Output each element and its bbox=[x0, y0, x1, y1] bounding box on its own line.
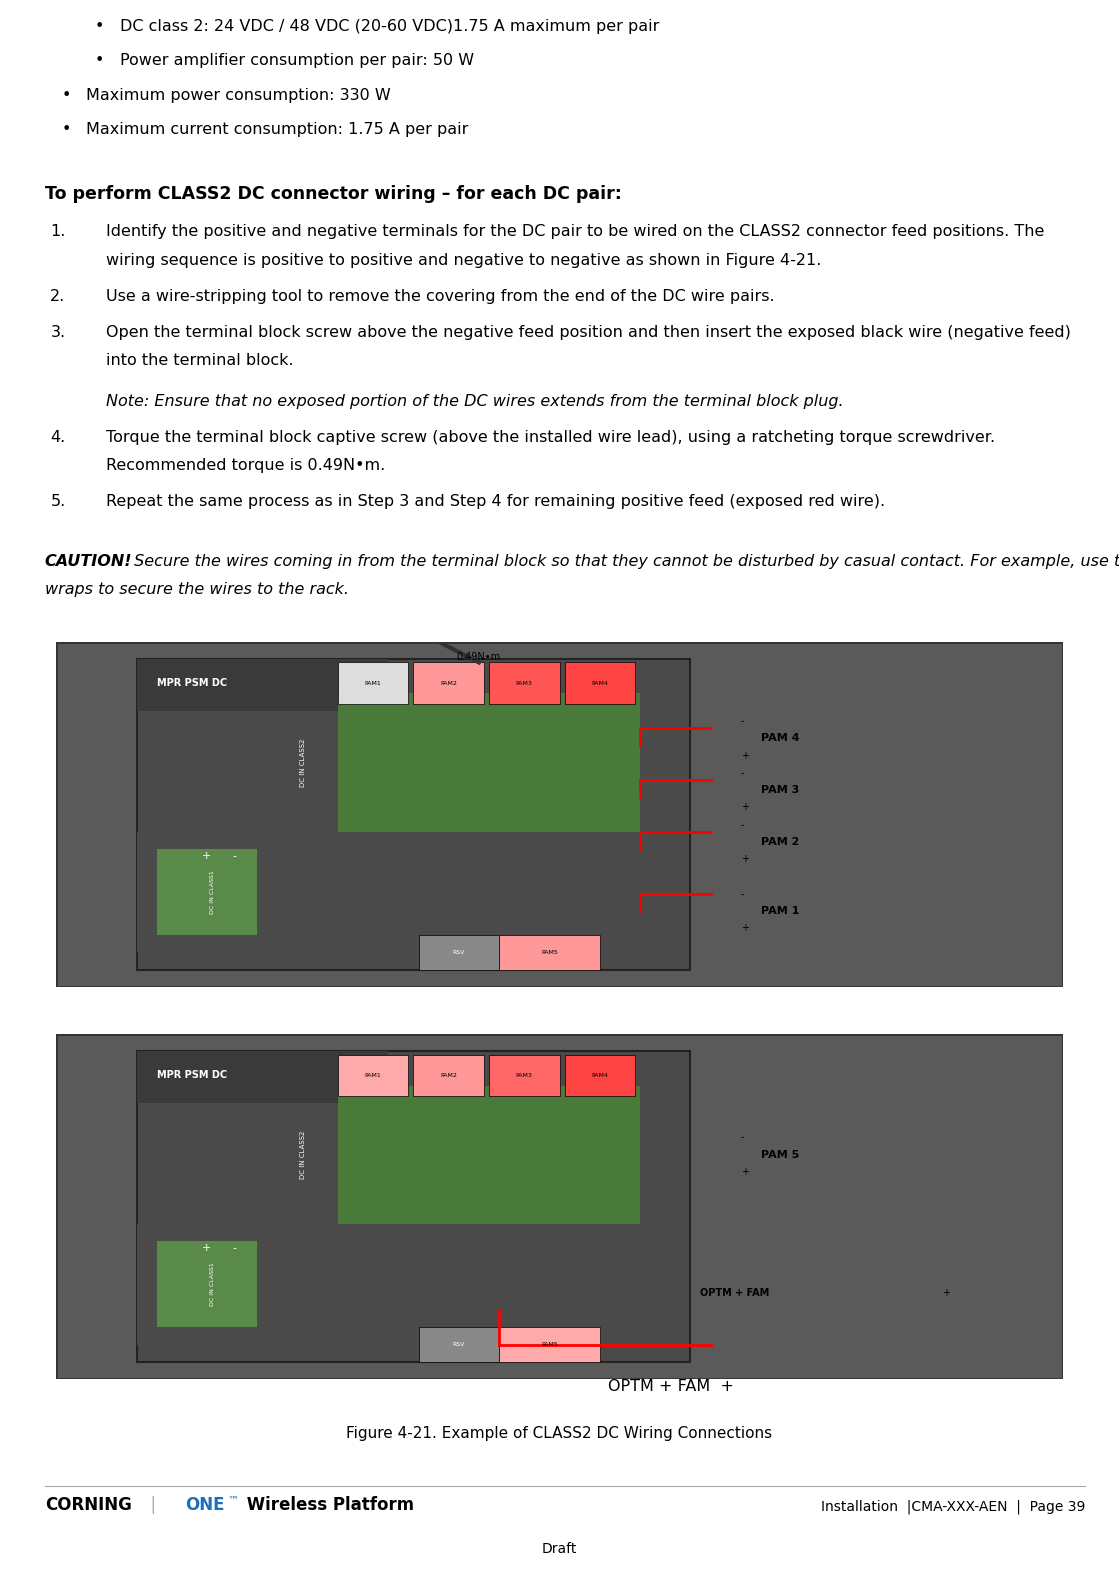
Bar bbox=[338, 693, 640, 832]
Text: DC IN CLASS1: DC IN CLASS1 bbox=[209, 1263, 215, 1305]
Text: CORNING: CORNING bbox=[45, 1497, 132, 1514]
Bar bbox=[565, 1054, 636, 1097]
Text: +: + bbox=[741, 750, 749, 761]
Text: PAM5: PAM5 bbox=[542, 949, 557, 956]
Bar bbox=[137, 1224, 288, 1345]
Text: -: - bbox=[741, 767, 744, 778]
Text: DC IN CLASS2: DC IN CLASS2 bbox=[300, 739, 305, 786]
Text: •: • bbox=[62, 88, 70, 104]
Text: PAM 1: PAM 1 bbox=[761, 905, 799, 916]
Text: +: + bbox=[741, 923, 749, 934]
Text: PAM3: PAM3 bbox=[516, 681, 533, 686]
Text: Identify the positive and negative terminals for the DC pair to be wired on the : Identify the positive and negative termi… bbox=[106, 224, 1045, 240]
Text: 5.: 5. bbox=[50, 494, 66, 510]
Text: 4.: 4. bbox=[50, 430, 66, 446]
Text: into the terminal block.: into the terminal block. bbox=[106, 353, 294, 369]
Bar bbox=[137, 832, 288, 952]
Text: -: - bbox=[741, 819, 744, 830]
Text: wiring sequence is positive to positive and negative to negative as shown in Fig: wiring sequence is positive to positive … bbox=[106, 253, 821, 268]
Bar bbox=[137, 1051, 690, 1362]
Text: |: | bbox=[140, 1497, 167, 1514]
Bar bbox=[414, 662, 485, 704]
Text: MPR PSM DC: MPR PSM DC bbox=[157, 1070, 227, 1081]
Text: 3.: 3. bbox=[50, 325, 66, 340]
Text: 0.49N•m: 0.49N•m bbox=[457, 653, 501, 662]
Text: OPTM + FAM: OPTM + FAM bbox=[700, 1288, 770, 1298]
Text: ™: ™ bbox=[227, 1497, 238, 1506]
Text: PAM 4: PAM 4 bbox=[761, 733, 799, 744]
Text: RSV: RSV bbox=[452, 1341, 466, 1348]
Bar bbox=[137, 659, 388, 711]
Text: PAM3: PAM3 bbox=[516, 1073, 533, 1078]
Text: wraps to secure the wires to the rack.: wraps to secure the wires to the rack. bbox=[45, 582, 349, 598]
Text: -: - bbox=[741, 888, 744, 899]
Text: PAM2: PAM2 bbox=[440, 681, 458, 686]
Text: +: + bbox=[942, 1288, 950, 1298]
Text: PAM 3: PAM 3 bbox=[761, 784, 799, 795]
Bar bbox=[489, 1054, 560, 1097]
Text: RSV: RSV bbox=[452, 949, 466, 956]
Text: PAM4: PAM4 bbox=[591, 1073, 609, 1078]
Text: PAM5: PAM5 bbox=[542, 1341, 557, 1348]
Bar bbox=[419, 935, 499, 970]
Bar bbox=[338, 1086, 640, 1224]
Text: Maximum power consumption: 330 W: Maximum power consumption: 330 W bbox=[86, 88, 391, 104]
Text: Power amplifier consumption per pair: 50 W: Power amplifier consumption per pair: 50… bbox=[120, 53, 473, 69]
Text: PAM1: PAM1 bbox=[365, 1073, 382, 1078]
Text: •: • bbox=[95, 53, 104, 69]
Text: PAM2: PAM2 bbox=[440, 1073, 458, 1078]
Text: -: - bbox=[233, 850, 236, 861]
Text: 2.: 2. bbox=[50, 289, 66, 304]
Bar bbox=[137, 1051, 388, 1103]
Text: DC IN CLASS1: DC IN CLASS1 bbox=[209, 871, 215, 913]
Text: Torque the terminal block captive screw (above the installed wire lead), using a: Torque the terminal block captive screw … bbox=[106, 430, 996, 446]
Bar bbox=[419, 1327, 499, 1362]
Text: Wireless Platform: Wireless Platform bbox=[241, 1497, 414, 1514]
Bar bbox=[157, 849, 257, 935]
Text: Open the terminal block screw above the negative feed position and then insert t: Open the terminal block screw above the … bbox=[106, 325, 1071, 340]
Bar bbox=[499, 1327, 600, 1362]
Text: Note: Ensure that no exposed portion of the DC wires extends from the terminal b: Note: Ensure that no exposed portion of … bbox=[106, 394, 844, 410]
Text: -: - bbox=[741, 1133, 744, 1142]
Text: PAM 2: PAM 2 bbox=[761, 836, 799, 847]
Text: •: • bbox=[62, 122, 70, 138]
Text: +: + bbox=[741, 802, 749, 813]
Text: •: • bbox=[95, 19, 104, 35]
Bar bbox=[565, 662, 636, 704]
Text: Installation  |CMA-XXX-AEN  |  Page 39: Installation |CMA-XXX-AEN | Page 39 bbox=[821, 1500, 1085, 1514]
Text: +: + bbox=[741, 854, 749, 865]
Text: Draft: Draft bbox=[542, 1542, 577, 1556]
Text: PAM1: PAM1 bbox=[365, 681, 382, 686]
Text: +: + bbox=[203, 850, 211, 861]
Bar bbox=[499, 935, 600, 970]
Text: Secure the wires coming in from the terminal block so that they cannot be distur: Secure the wires coming in from the term… bbox=[129, 554, 1119, 570]
Text: +: + bbox=[741, 1167, 749, 1177]
Text: 1.: 1. bbox=[50, 224, 66, 240]
Text: PAM 5: PAM 5 bbox=[761, 1150, 799, 1159]
Text: PAM4: PAM4 bbox=[591, 681, 609, 686]
Text: -: - bbox=[741, 715, 744, 726]
Text: OPTM + FAM  +: OPTM + FAM + bbox=[609, 1379, 734, 1395]
Text: CAUTION!: CAUTION! bbox=[45, 554, 132, 570]
Text: Maximum current consumption: 1.75 A per pair: Maximum current consumption: 1.75 A per … bbox=[86, 122, 469, 138]
Text: ONE: ONE bbox=[185, 1497, 224, 1514]
Bar bbox=[137, 659, 690, 970]
Text: Repeat the same process as in Step 3 and Step 4 for remaining positive feed (exp: Repeat the same process as in Step 3 and… bbox=[106, 494, 885, 510]
Bar bbox=[338, 1054, 408, 1097]
Text: Recommended torque is 0.49N•m.: Recommended torque is 0.49N•m. bbox=[106, 458, 386, 474]
Text: MPR PSM DC: MPR PSM DC bbox=[157, 678, 227, 689]
Text: DC class 2: 24 VDC / 48 VDC (20-60 VDC)1.75 A maximum per pair: DC class 2: 24 VDC / 48 VDC (20-60 VDC)1… bbox=[120, 19, 659, 35]
Bar bbox=[414, 1054, 485, 1097]
Text: Use a wire-stripping tool to remove the covering from the end of the DC wire pai: Use a wire-stripping tool to remove the … bbox=[106, 289, 775, 304]
Text: To perform CLASS2 DC connector wiring – for each DC pair:: To perform CLASS2 DC connector wiring – … bbox=[45, 185, 622, 202]
Text: +: + bbox=[203, 1243, 211, 1254]
Bar bbox=[338, 662, 408, 704]
Text: Figure 4-21. Example of CLASS2 DC Wiring Connections: Figure 4-21. Example of CLASS2 DC Wiring… bbox=[347, 1426, 772, 1442]
Text: DC IN CLASS2: DC IN CLASS2 bbox=[300, 1131, 305, 1178]
Bar bbox=[489, 662, 560, 704]
Bar bbox=[157, 1241, 257, 1327]
Text: -: - bbox=[233, 1243, 236, 1254]
